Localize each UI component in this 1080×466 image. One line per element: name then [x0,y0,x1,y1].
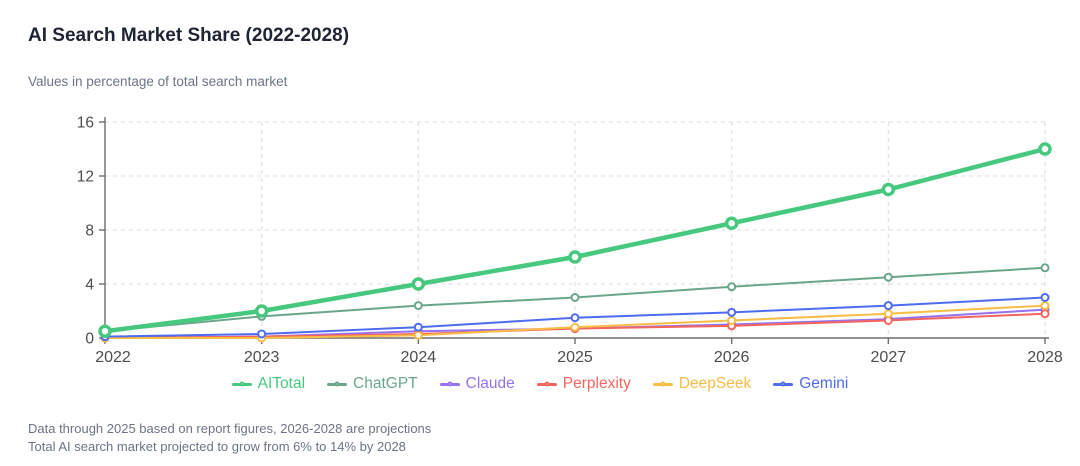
series-marker-aitotal [1038,142,1052,156]
x-tick-label: 2027 [871,349,907,364]
legend-line-dot-icon [327,379,348,389]
series-marker-chatgpt [1040,263,1050,273]
y-tick-label: 16 [77,115,94,132]
x-tick-label: 2025 [557,349,593,364]
y-tick-label: 12 [77,169,94,186]
series-marker-aitotal [881,182,896,197]
legend-item-gemini[interactable]: Gemini [773,374,848,394]
series-marker-gemini [883,301,893,311]
legend-label: Claude [465,375,515,392]
legend-label: AITotal [257,375,306,392]
legend-item-perplexity[interactable]: Perplexity [536,374,631,394]
legend-line-dot-icon [536,379,557,389]
legend-line-dot-icon [439,379,460,389]
legend-item-chatgpt[interactable]: ChatGPT [327,374,418,394]
legend-label: Perplexity [562,375,631,392]
legend-label: DeepSeek [678,375,752,392]
legend-line-dot-icon [773,379,794,389]
y-tick-label: 8 [85,223,94,240]
series-marker-deepseek [883,309,893,319]
legend-label: ChatGPT [353,375,418,392]
chart-subtitle: Values in percentage of total search mar… [28,74,288,89]
legend-label: Gemini [799,375,849,392]
legend-item-claude[interactable]: Claude [439,374,515,394]
y-tick-label: 4 [85,277,94,294]
series-marker-gemini [1040,293,1050,302]
footnote-1: Data through 2025 based on report figure… [28,421,432,436]
x-tick-label: 2024 [401,349,437,364]
series-marker-aitotal [254,304,269,318]
legend-item-aitotal[interactable]: AITotal [231,374,306,394]
series-marker-chatgpt [727,282,737,292]
series-marker-aitotal [98,324,112,338]
series-marker-deepseek [413,330,423,340]
series-marker-deepseek [1040,301,1050,311]
series-marker-chatgpt [413,301,423,311]
y-tick-label: 0 [85,331,94,348]
series-marker-chatgpt [570,293,580,302]
series-marker-aitotal [568,250,582,264]
series-marker-chatgpt [883,272,893,282]
legend-item-deepseek[interactable]: DeepSeek [652,374,752,394]
x-tick-label: 2023 [244,349,280,364]
series-marker-perplexity [1040,309,1050,319]
chart-title: AI Search Market Share (2022-2028) [28,25,350,46]
footnote-2: Total AI search market projected to grow… [28,438,406,454]
line-chart-plot: 0 4 8 12 16 2022 2023 2024 2025 2026 2027 2028 [77,115,1063,365]
x-tick-label: 2026 [714,349,750,364]
x-tick-label: 2022 [95,349,131,364]
series-marker-gemini [257,329,267,339]
legend-line-dot-icon [652,379,673,389]
series-marker-aitotal [724,216,739,230]
legend-line-dot-icon [231,379,252,389]
series-marker-aitotal [411,277,426,291]
series-marker-deepseek [570,322,580,332]
series-marker-gemini [727,307,737,317]
chart-footnotes: Data through 2025 based on report figure… [28,420,1080,455]
series-marker-gemini [413,322,423,332]
x-tick-label: 2028 [1027,349,1063,364]
series-marker-gemini [570,313,580,323]
series-marker-deepseek [727,315,737,325]
chart-legend: AITotal ChatGPT Claude Perplexity DeepSeek Ge… [0,374,1080,394]
